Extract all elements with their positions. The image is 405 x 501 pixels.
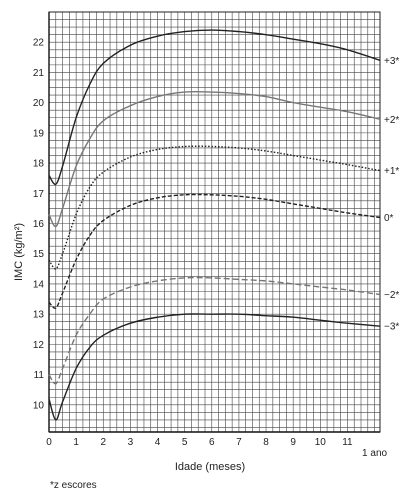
y-tick-label: 18 — [33, 159, 45, 170]
series-label: −2* — [384, 290, 399, 301]
y-tick-label: 21 — [33, 68, 45, 79]
x-tick-label: 11 — [342, 437, 353, 448]
x-tick-label: 3 — [128, 437, 134, 448]
x-tick-label: 2 — [100, 437, 106, 448]
x-tick-label: 4 — [155, 437, 161, 448]
x-tick-label: 10 — [315, 437, 327, 448]
x-tick-label: 0 — [46, 437, 52, 448]
y-tick-label: 12 — [33, 340, 45, 351]
series-line-5 — [48, 313, 381, 421]
y-tick-label: 15 — [33, 249, 45, 260]
x-tick-label: 7 — [236, 437, 242, 448]
chart-grid — [48, 11, 381, 433]
x-end-label: 1 ano — [362, 448, 387, 459]
series-label: +1* — [384, 166, 399, 177]
x-tick-labels: 0 1 2 3 4 5 6 7 8 9 10 11 — [46, 437, 353, 448]
x-tick-label: 8 — [263, 437, 269, 448]
y-tick-label: 17 — [33, 189, 45, 200]
series-labels: +3* +2* +1* 0* −2* −3* — [384, 56, 399, 333]
series-line-3 — [48, 193, 381, 309]
series-label: +2* — [384, 115, 399, 126]
x-axis-label: Idade (meses) — [175, 461, 245, 473]
x-tick-label: 6 — [209, 437, 215, 448]
series-line-0 — [48, 29, 381, 186]
y-tick-label: 16 — [33, 219, 45, 230]
y-tick-label: 19 — [33, 128, 45, 139]
chart-axes — [48, 12, 380, 433]
y-tick-label: 10 — [33, 400, 45, 411]
chart-series — [48, 29, 381, 421]
series-line-2 — [48, 145, 381, 270]
series-label: 0* — [384, 213, 394, 224]
y-tick-label: 22 — [33, 38, 45, 49]
y-tick-label: 20 — [33, 98, 45, 109]
series-label: +3* — [384, 56, 399, 67]
y-tick-label: 14 — [33, 279, 45, 290]
y-axis-label: IMC (kg/m²) — [13, 223, 25, 281]
x-tick-label: 5 — [182, 437, 188, 448]
y-tick-label: 11 — [34, 370, 45, 381]
chart-footnote: *z escores — [50, 480, 97, 491]
y-tick-labels: 10 11 12 13 14 15 16 17 18 19 20 21 22 — [33, 38, 45, 412]
series-line-1 — [48, 90, 381, 228]
x-tick-label: 1 — [73, 437, 79, 448]
y-tick-label: 13 — [33, 310, 45, 321]
plot-frame — [48, 11, 381, 433]
series-line-4 — [48, 276, 381, 385]
x-tick-label: 9 — [290, 437, 296, 448]
series-label: −3* — [384, 322, 399, 333]
